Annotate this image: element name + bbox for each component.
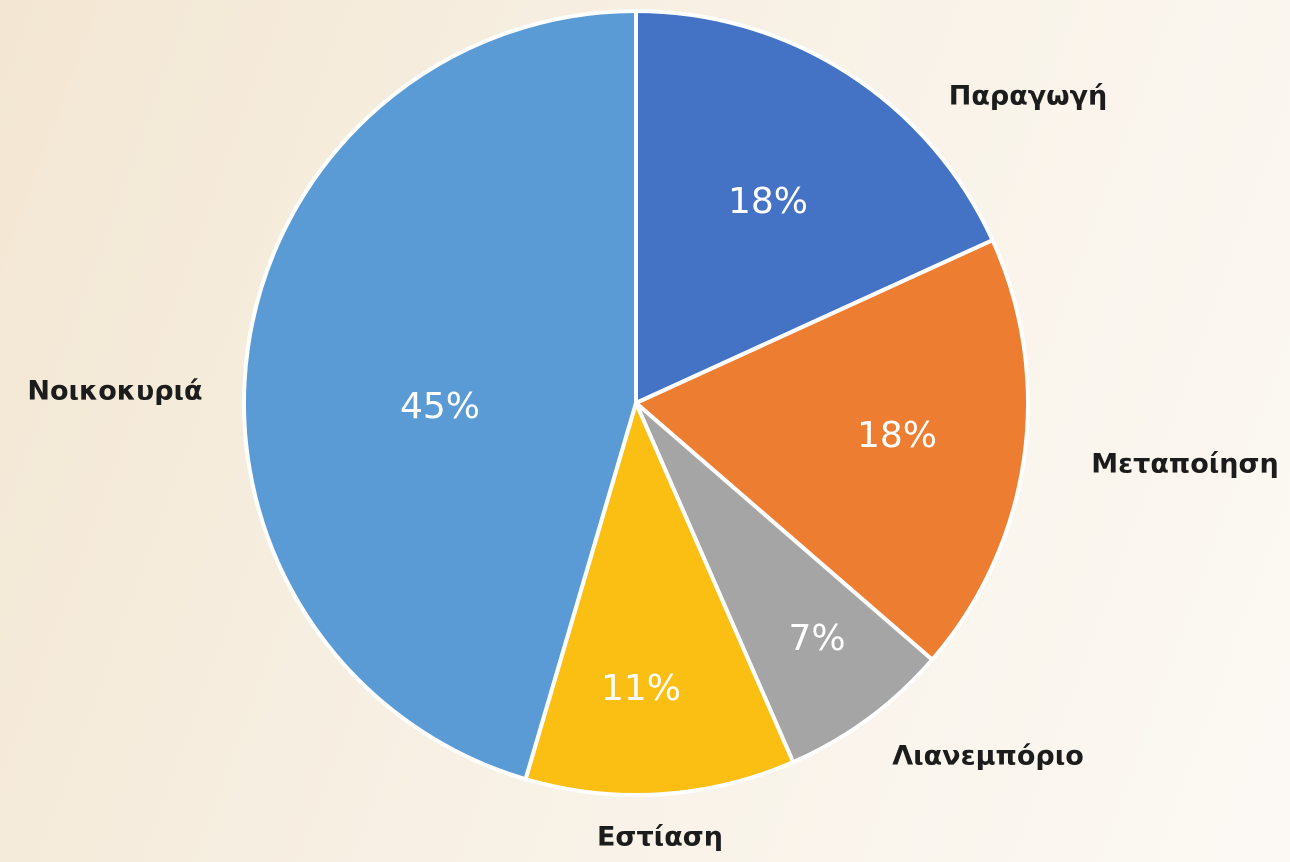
category-label: Παραγωγή: [949, 81, 1108, 112]
pie-slice: [242, 9, 638, 782]
pie-slice: [634, 238, 1030, 662]
category-label: Μεταποίηση: [1091, 449, 1279, 480]
pie-slice: [634, 9, 995, 405]
value-label: 11%: [601, 668, 681, 709]
category-label: Λιανεμπόριο: [892, 741, 1084, 772]
pie-slice: [634, 401, 935, 765]
category-label: Νοικοκυριά: [27, 376, 202, 407]
value-label: 18%: [857, 415, 937, 456]
category-label: Εστίαση: [597, 822, 723, 853]
pie-slice: [523, 401, 796, 797]
value-label: 18%: [728, 181, 808, 222]
value-label: 45%: [400, 386, 480, 427]
value-label: 7%: [788, 618, 845, 659]
